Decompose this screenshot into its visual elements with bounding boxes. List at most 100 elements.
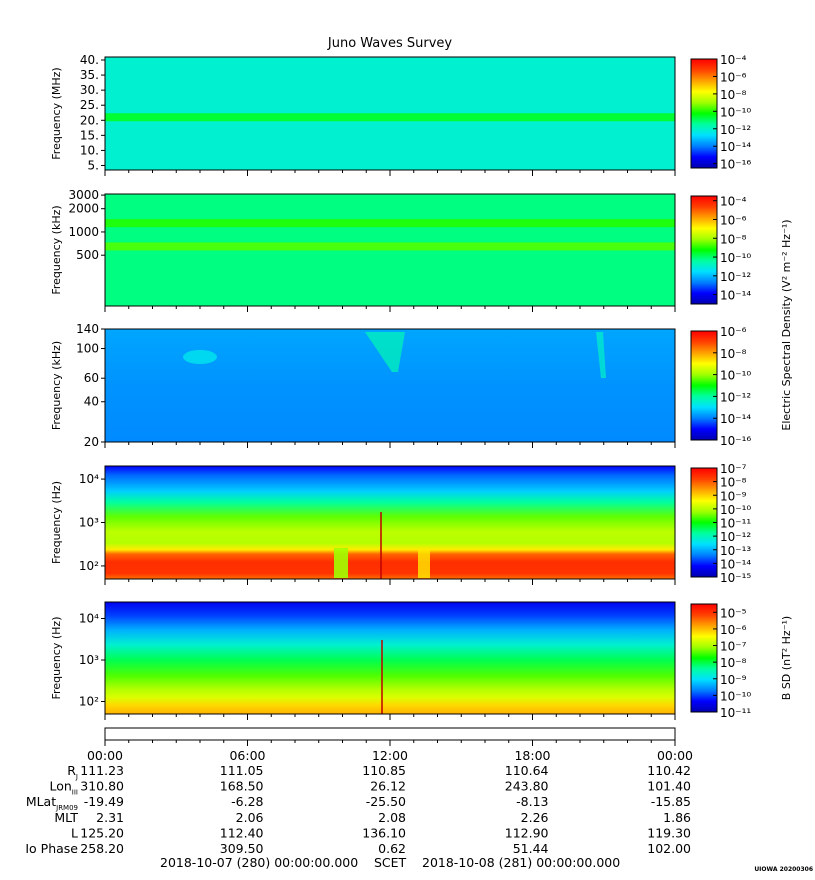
colorbar-2-tick-label: 10⁻¹⁴ <box>720 289 751 303</box>
ephemeris-value: -6.28 <box>231 794 263 809</box>
colorbar-4-tick-label: 10⁻⁹ <box>720 489 747 503</box>
colorbar-5-tick-label: 10⁻⁷ <box>720 640 747 654</box>
colorbar-4-tick-label: 10⁻¹⁴ <box>720 557 751 571</box>
colorbar-3-tick-label: 10⁻¹⁰ <box>720 369 751 383</box>
panel-3-y-tick-label: 60 <box>84 371 99 385</box>
panel-5-y-tick-label: 10⁴ <box>79 612 99 626</box>
colorbar-2-tick-label: 10⁻¹² <box>720 270 751 284</box>
ephemeris-value: -8.13 <box>516 794 548 809</box>
panel-1-y-tick-label: 30. <box>80 83 99 97</box>
panel-5-colorbar <box>690 603 718 713</box>
time-axis-label: 00:00 <box>657 748 693 763</box>
panel-1-y-tick-label: 35. <box>80 68 99 82</box>
panel-2-y-axis-label: Frequency (kHz) <box>50 205 63 294</box>
ephemeris-value: 26.12 <box>370 779 406 794</box>
colorbar-3-tick-label: 10⁻¹⁶ <box>720 434 751 448</box>
panel-2-emission-band-2 <box>105 242 675 251</box>
ephemeris-value: 310.80 <box>80 779 124 794</box>
panel-1-y-tick-label: 15. <box>80 128 99 142</box>
panel-2-emission-band-1 <box>105 219 675 228</box>
colorbar-5-tick-label: 10⁻¹¹ <box>720 706 751 720</box>
ephemeris-value: -15.85 <box>651 794 691 809</box>
ephemeris-value: 258.20 <box>80 841 124 856</box>
spectrogram-panel-4: 10² 10³ 10⁴ Frequency (Hz) 10⁻⁷10⁻⁸10⁻⁹10⁻¹⁰… <box>50 462 751 585</box>
colorbar-4-tick-label: 10⁻⁸ <box>720 476 747 490</box>
colorbar-4-tick-label: 10⁻¹² <box>720 530 751 544</box>
ephemeris-label-1: RJ <box>67 763 78 781</box>
colorbar-1-tick-label: 10⁻¹² <box>720 123 751 137</box>
colorbar-1-tick-label: 10⁻⁴ <box>720 53 747 67</box>
ephemeris-label-4: MLT <box>54 810 78 825</box>
panel-4-y-tick-label: 10² <box>79 559 99 573</box>
ephemeris-value: 2.26 <box>521 810 549 825</box>
uiowa-stamp: UIOWA 20200306 <box>754 866 813 873</box>
panel-2-y-tick-label: 1000 <box>68 225 99 239</box>
panel-3-emission-patch-3 <box>596 332 606 378</box>
panel-4-y-tick-label: 10⁴ <box>79 472 99 486</box>
panel-4-background <box>105 466 675 579</box>
panel-4-gap-2 <box>418 550 430 578</box>
ephemeris-value: 136.10 <box>362 825 406 840</box>
colorbar-2-tick-label: 10⁻⁶ <box>720 213 747 227</box>
colorbar-1-tick-label: 10⁻¹⁰ <box>720 105 751 119</box>
panel-1-y-axis-label: Frequency (MHz) <box>50 67 63 159</box>
ephemeris-label-5: L <box>71 825 78 840</box>
colorbar-4-tick-label: 10⁻¹¹ <box>720 517 751 531</box>
spectrogram-panel-3: 20 40 60 100 140 Frequency (kHz) 10⁻⁶ 10⁻⁸ 10⁻¹⁰… <box>50 322 751 449</box>
panel-3-emission-patch-1 <box>183 350 217 364</box>
panel-3-colorbar <box>690 330 718 441</box>
ephemeris-value: 0.62 <box>378 841 406 856</box>
time-axis-strip <box>104 727 676 741</box>
panel-2-y-tick-label: 3000 <box>68 188 99 202</box>
colorbar-3-tick-label: 10⁻¹⁴ <box>720 412 751 426</box>
colorbar-2-label: Electric Spectral Density (V² m⁻² Hz⁻¹) <box>780 219 793 430</box>
time-axis-label: 18:00 <box>514 748 550 763</box>
ephemeris-value: 2.06 <box>236 810 264 825</box>
ephemeris-value: 101.40 <box>647 779 691 794</box>
colorbar-5-tick-label: 10⁻⁵ <box>720 606 747 620</box>
panel-1-emission-band-1 <box>105 113 675 122</box>
colorbar-2-tick-label: 10⁻¹⁰ <box>720 251 751 265</box>
colorbar-5-tick-label: 10⁻⁶ <box>720 623 747 637</box>
panel-5-background <box>105 602 675 714</box>
panel-1-y-tick-label: 5. <box>88 158 99 172</box>
panel-1-y-tick-label: 10. <box>80 143 99 157</box>
ephemeris-value: 102.00 <box>647 841 691 856</box>
ephemeris-value: 243.80 <box>505 779 549 794</box>
panel-1-colorbar <box>690 58 718 169</box>
panel-4-colorbar <box>690 467 718 578</box>
ephemeris-value: 2.31 <box>96 810 124 825</box>
colorbar-2-tick-label: 10⁻⁸ <box>720 232 747 246</box>
time-axis-label: 00:00 <box>87 748 123 763</box>
panel-1-y-tick-label: 20. <box>80 113 99 127</box>
panel-4-y-tick-label: 10³ <box>79 516 99 530</box>
colorbar-4-tick-label: 10⁻⁷ <box>720 462 747 476</box>
panel-4-y-axis-label: Frequency (Hz) <box>50 481 63 564</box>
ephemeris-value: 112.90 <box>505 825 549 840</box>
figure-title: Juno Waves Survey <box>327 36 453 51</box>
panel-2-y-tick-label: 2000 <box>68 202 99 216</box>
spectrogram-panel-1: 5.10.15.20.25.30.35.40. Frequency (MHz) 10… <box>50 53 751 176</box>
time-axis-label: 06:00 <box>229 748 265 763</box>
ephemeris-value: 110.85 <box>362 763 406 778</box>
colorbar-1-tick-label: 10⁻⁸ <box>720 88 747 102</box>
end-time: 2018-10-08 (281) 00:00:00.000 <box>422 855 621 870</box>
ephemeris-label-6: Io Phase <box>25 841 78 856</box>
ephemeris-label-3: MLatJRM09 <box>26 794 78 812</box>
panel-1-y-tick-label: 25. <box>80 98 99 112</box>
colorbar-5-tick-label: 10⁻⁹ <box>720 673 747 687</box>
panel-5-y-tick-label: 10³ <box>79 653 99 667</box>
ephemeris-value: 110.42 <box>647 763 691 778</box>
panel-5-y-axis-label: Frequency (Hz) <box>50 617 63 700</box>
ephemeris-value: 110.64 <box>505 763 549 778</box>
panel-1-y-tick-label: 40. <box>80 53 99 67</box>
ephemeris-value: 51.44 <box>513 841 549 856</box>
colorbar-5-tick-label: 10⁻⁸ <box>720 656 747 670</box>
colorbar-1-tick-label: 10⁻¹⁴ <box>720 140 751 154</box>
colorbar-1-tick-label: 10⁻⁶ <box>720 70 747 84</box>
panel-3-y-tick-label: 20 <box>84 435 99 449</box>
ephemeris-value: 112.40 <box>220 825 264 840</box>
panel-2-colorbar <box>690 195 718 305</box>
time-axis-label: 12:00 <box>372 748 408 763</box>
